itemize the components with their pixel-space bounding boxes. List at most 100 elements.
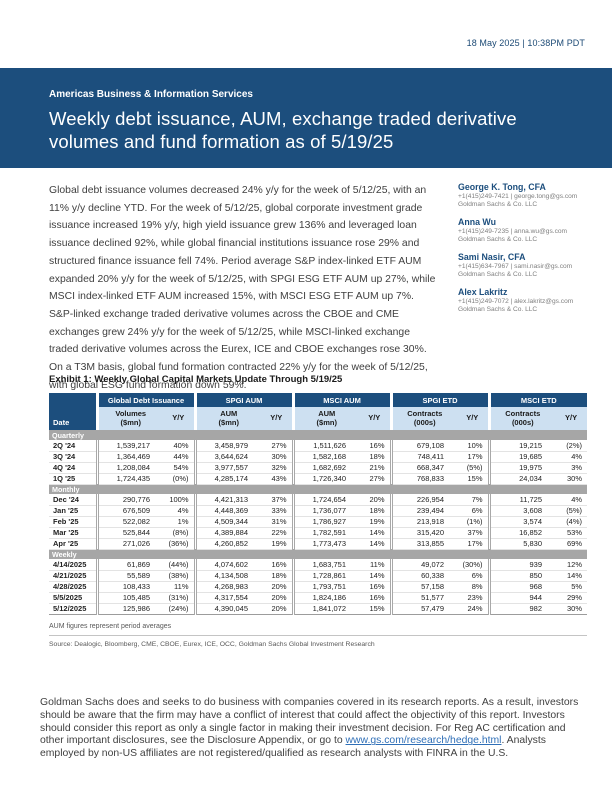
- table-row: 4/14/2025 61,869 (44%) 4,074,602 16% 1,683,75…: [49, 559, 588, 571]
- yy-cell: 14%: [359, 538, 392, 550]
- row-date: 4/14/2025: [49, 559, 97, 571]
- value-cell: 226,954: [389, 494, 458, 506]
- row-date: Apr '25: [49, 538, 97, 550]
- value-cell: 676,509: [95, 505, 163, 517]
- author-block: Anna Wu +1(415)249-7235 | anna.wu@gs.com G…: [458, 217, 593, 243]
- yy-cell: 27%: [261, 440, 293, 452]
- value-cell: 57,158: [389, 581, 458, 593]
- yy-cell: 7%: [457, 494, 490, 506]
- author-contact[interactable]: +1(415)634-7967 | sami.nasir@gs.com: [458, 263, 573, 270]
- yy-cell: 3%: [555, 462, 588, 474]
- yy-cell: 16%: [359, 440, 392, 452]
- yy-cell: 29%: [555, 592, 588, 604]
- column-header-msci-aum: AUM ($mn): [291, 407, 359, 430]
- column-header-yy: Y/Y: [457, 407, 490, 430]
- value-cell: 1,728,861: [291, 570, 359, 582]
- value-cell: 108,433: [95, 581, 163, 593]
- exhibit-table-body: Quarterly 2Q '24 1,539,217 40% 3,458,979 27% 1…: [49, 430, 588, 615]
- yy-cell: 16%: [261, 559, 293, 571]
- exhibit-source: Source: Dealogic, Bloomberg, CME, CBOE, …: [49, 640, 375, 648]
- yy-cell: 18%: [261, 570, 293, 582]
- value-cell: 125,986: [95, 603, 163, 615]
- yy-cell: 19%: [261, 538, 293, 550]
- row-date: Mar '25: [49, 527, 97, 539]
- value-cell: 4,389,884: [193, 527, 261, 539]
- value-cell: 4,134,508: [193, 570, 261, 582]
- value-cell: 679,108: [389, 440, 458, 452]
- yy-cell: 53%: [555, 527, 588, 539]
- value-cell: 1,841,072: [291, 603, 359, 615]
- value-cell: 290,776: [95, 494, 163, 506]
- yy-cell: 31%: [261, 516, 293, 528]
- value-cell: 1,511,626: [291, 440, 359, 452]
- author-firm: Goldman Sachs & Co. LLC: [458, 201, 538, 208]
- disclosure-link[interactable]: www.gs.com/research/hedge.html: [345, 735, 502, 747]
- value-cell: 939: [487, 559, 556, 571]
- yy-cell: 4%: [555, 451, 588, 463]
- disclosure-footer: Goldman Sachs does and seeks to do busin…: [40, 697, 586, 761]
- author-contact[interactable]: +1(415)249-7072 | alex.lakritz@gs.com: [458, 298, 574, 305]
- yy-cell: 17%: [457, 451, 490, 463]
- value-cell: 3,608: [487, 505, 556, 517]
- value-cell: 1,724,435: [95, 473, 163, 485]
- row-date: 2Q '24: [49, 440, 97, 452]
- author-contact[interactable]: +1(415)249-7421 | george.tong@gs.com: [458, 193, 578, 200]
- yy-cell: 19%: [359, 516, 392, 528]
- row-date: 4/21/2025: [49, 570, 97, 582]
- yy-cell: (2%): [555, 440, 588, 452]
- value-cell: 1,724,654: [291, 494, 359, 506]
- value-cell: 748,411: [389, 451, 458, 463]
- column-header-yy: Y/Y: [261, 407, 293, 430]
- author-firm: Goldman Sachs & Co. LLC: [458, 236, 538, 243]
- yy-cell: (8%): [163, 527, 195, 539]
- value-cell: 1,539,217: [95, 440, 163, 452]
- publication-datetime: 18 May 2025 | 10:38PM PDT: [466, 38, 585, 48]
- disclosure-text-after: . Analysts employed by non-US affiliates…: [40, 735, 546, 760]
- yy-cell: 15%: [457, 473, 490, 485]
- yy-cell: 18%: [359, 451, 392, 463]
- value-cell: 16,852: [487, 527, 556, 539]
- value-cell: 4,421,313: [193, 494, 261, 506]
- yy-cell: (4%): [555, 516, 588, 528]
- yy-cell: 21%: [359, 462, 392, 474]
- value-cell: 60,338: [389, 570, 458, 582]
- value-cell: 522,082: [95, 516, 163, 528]
- yy-cell: 14%: [555, 570, 588, 582]
- column-header-msci-contracts: Contracts (000s): [487, 407, 556, 430]
- column-header-yy: Y/Y: [359, 407, 392, 430]
- group-header-msci-etd: MSCI ETD: [487, 393, 588, 407]
- table-row: 5/5/2025 105,485 (31%) 4,317,554 20% 1,824,18…: [49, 592, 588, 604]
- yy-cell: 22%: [261, 527, 293, 539]
- exhibit-1: Exhibit 1: Weekly Global Capital Markets…: [49, 374, 588, 648]
- exhibit-divider: [49, 634, 587, 636]
- yy-cell: 20%: [359, 494, 392, 506]
- row-date: 5/12/2025: [49, 603, 97, 615]
- author-contact[interactable]: +1(415)249-7235 | anna.wu@gs.com: [458, 228, 568, 235]
- author-list: George K. Tong, CFA +1(415)249-7421 | geo…: [458, 182, 593, 322]
- yy-cell: 33%: [261, 505, 293, 517]
- table-row: 3Q '24 1,364,469 44% 3,644,624 30% 1,582,168 1…: [49, 451, 588, 463]
- yy-cell: 6%: [457, 505, 490, 517]
- table-row: 4/28/2025 108,433 11% 4,268,983 20% 1,793,751…: [49, 581, 588, 593]
- table-row: 1Q '25 1,724,435 (0%) 4,285,174 43% 1,726,340…: [49, 473, 588, 485]
- date-column-header: Date: [49, 393, 97, 430]
- row-date: 3Q '24: [49, 451, 97, 463]
- value-cell: 1,773,473: [291, 538, 359, 550]
- disclosure-text-before: Goldman Sachs does and seeks to do busin…: [40, 697, 579, 747]
- author-name: Sami Nasir, CFA: [458, 252, 526, 262]
- yy-cell: 37%: [457, 527, 490, 539]
- column-header-yy: Y/Y: [555, 407, 588, 430]
- yy-cell: 5%: [555, 581, 588, 593]
- exhibit-footnote: AUM figures represent period averages: [49, 622, 172, 630]
- value-cell: 105,485: [95, 592, 163, 604]
- value-cell: 1,582,168: [291, 451, 359, 463]
- row-date: Jan '25: [49, 505, 97, 517]
- yy-cell: 100%: [163, 494, 195, 506]
- value-cell: 61,869: [95, 559, 163, 571]
- value-cell: 3,458,979: [193, 440, 261, 452]
- author-block: Alex Lakritz +1(415)249-7072 | alex.lakri…: [458, 287, 593, 313]
- value-cell: 1,793,751: [291, 581, 359, 593]
- value-cell: 3,574: [487, 516, 556, 528]
- value-cell: 4,268,983: [193, 581, 261, 593]
- exhibit-title: Exhibit 1: Weekly Global Capital Markets…: [49, 374, 343, 385]
